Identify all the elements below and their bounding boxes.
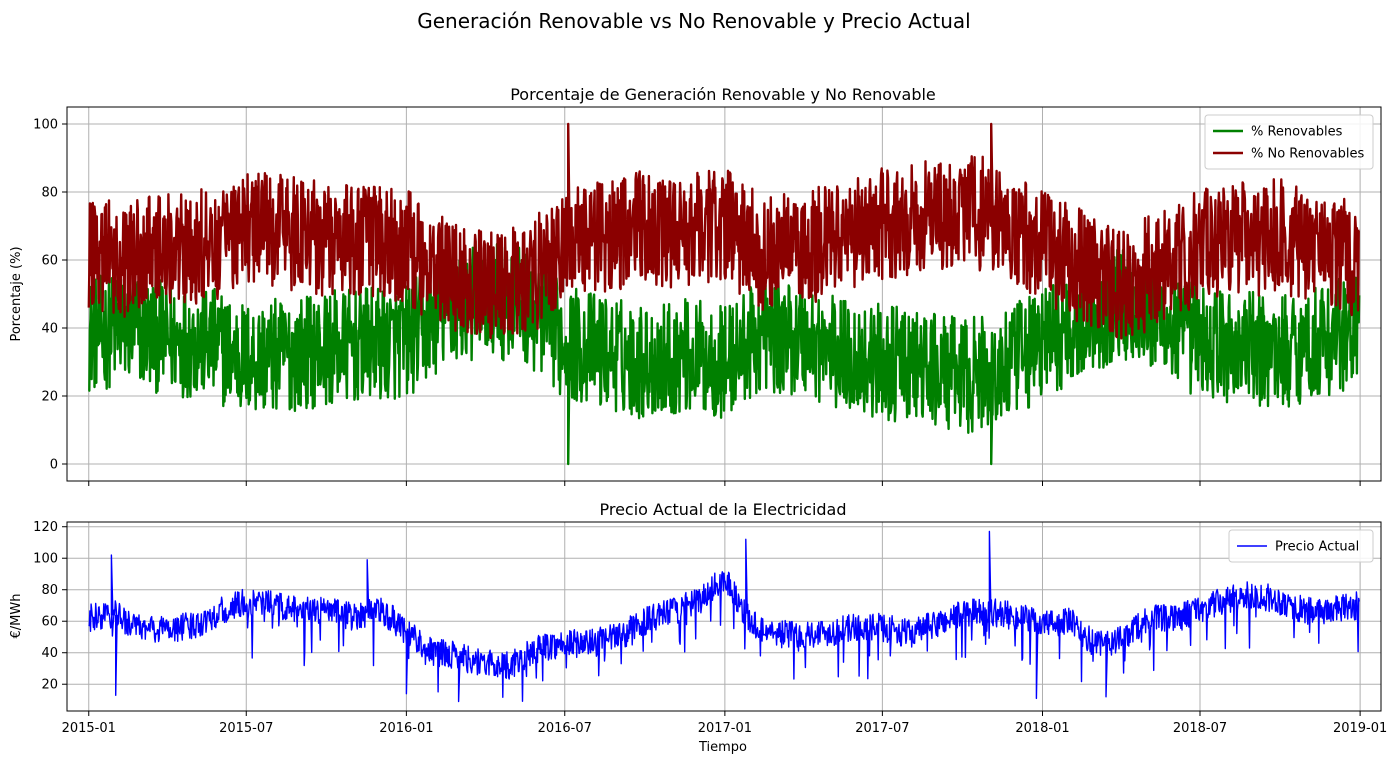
bottom-axes-series	[88, 530, 1360, 703]
x-tick-label: 2017-07	[855, 721, 909, 736]
series-line-1	[88, 530, 1360, 703]
x-tick-label: 2017-01	[698, 721, 752, 736]
bottom-axes-frame	[66, 521, 1382, 712]
bottom-axes-xlabel: Tiempo	[698, 740, 747, 755]
x-tick-label: 2015-07	[219, 721, 273, 736]
x-tick-label: 2016-01	[379, 721, 433, 736]
top-axes-legend: % Renovables % No Renovables	[1204, 114, 1374, 170]
y-tick-label: 60	[41, 615, 58, 630]
y-tick-label: 40	[41, 322, 58, 337]
top-axes: Porcentaje de Generación Renovable y No …	[9, 85, 1382, 486]
top-axes-frame	[66, 106, 1382, 482]
bottom-axes-ylabel: €/MWh	[9, 594, 24, 639]
bottom-axes-y-ticks: 20 40 60 80 100 120	[33, 520, 67, 693]
x-tick-label: 2019-01	[1333, 721, 1387, 736]
legend-box	[1204, 114, 1374, 170]
bottom-axes: Precio Actual de la Electricidad 2015-01…	[9, 500, 1387, 755]
series-line-2	[87, 122, 1360, 340]
top-axes-y-ticks: 0 20 40 60 80 100	[33, 118, 67, 473]
top-axes-x-ticks	[88, 481, 1361, 486]
y-tick-label: 20	[41, 390, 58, 405]
bottom-axes-title: Precio Actual de la Electricidad	[599, 500, 846, 519]
y-tick-label: 100	[33, 118, 58, 133]
y-tick-label: 20	[41, 678, 58, 693]
top-axes-ylabel: Porcentaje (%)	[9, 246, 24, 341]
y-tick-label: 80	[41, 186, 58, 201]
top-axes-title: Porcentaje de Generación Renovable y No …	[510, 85, 936, 104]
legend-box	[1228, 529, 1374, 563]
y-tick-label: 0	[50, 458, 58, 473]
y-tick-label: 120	[33, 520, 58, 535]
y-tick-label: 60	[41, 254, 58, 269]
y-tick-label: 100	[33, 552, 58, 567]
x-tick-label: 2015-01	[62, 721, 116, 736]
y-tick-label: 80	[41, 583, 58, 598]
y-tick-label: 40	[41, 646, 58, 661]
bottom-axes-x-ticks: 2015-01 2015-07 2016-01 2016-07 2017-01 2017-…	[62, 711, 1387, 736]
legend-label: % Renovables	[1251, 125, 1343, 140]
bottom-axes-legend: Precio Actual	[1228, 529, 1374, 563]
series-line-1	[88, 243, 1361, 466]
x-tick-label: 2018-07	[1173, 721, 1227, 736]
x-tick-label: 2018-01	[1015, 721, 1069, 736]
x-tick-label: 2016-07	[538, 721, 592, 736]
figure-title: Generación Renovable vs No Renovable y P…	[417, 9, 971, 33]
top-axes-series	[87, 122, 1361, 466]
legend-label: % No Renovables	[1251, 147, 1364, 162]
legend-label: Precio Actual	[1275, 540, 1359, 555]
